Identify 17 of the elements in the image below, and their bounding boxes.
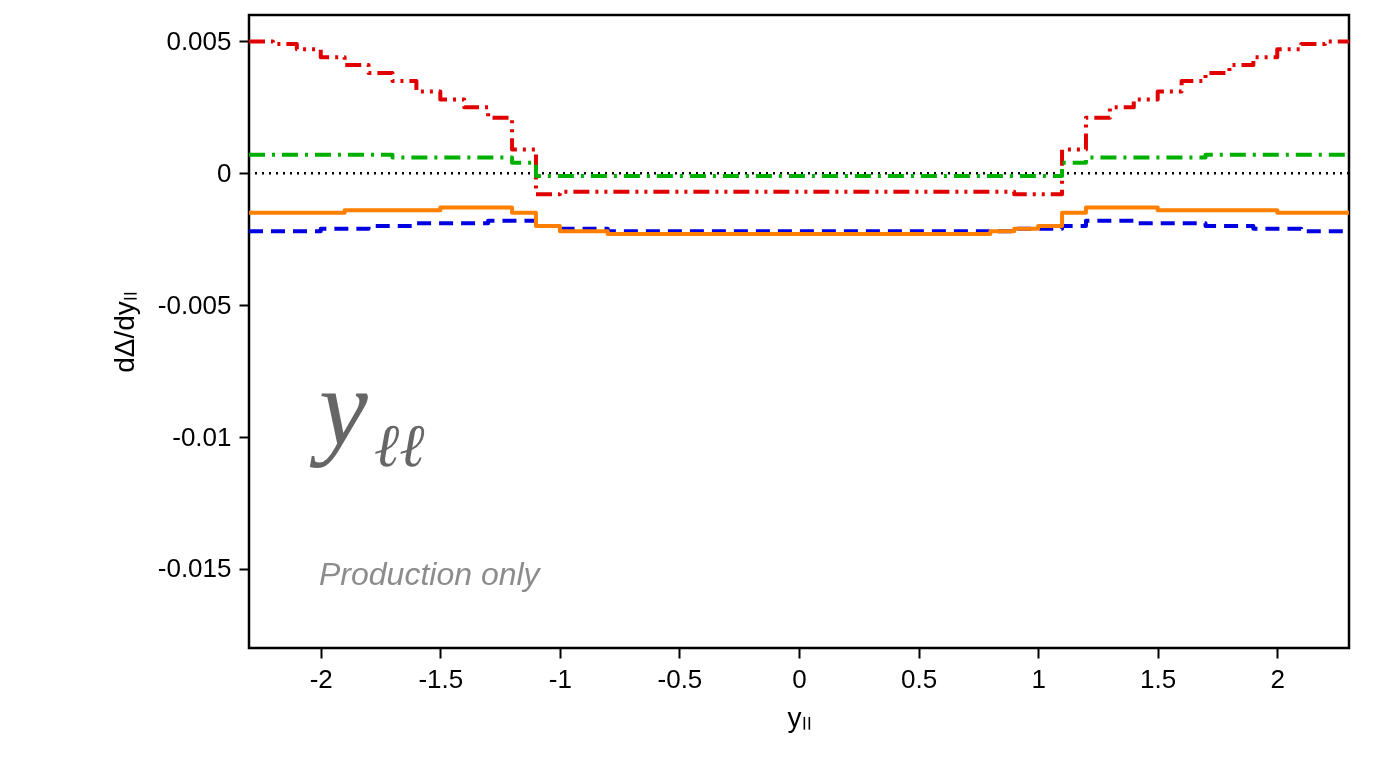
x-tick-label: 1.5: [1140, 663, 1177, 694]
y-tick-label: 0.005: [166, 25, 232, 56]
annotation: Production only: [319, 556, 542, 592]
x-tick-label: 1: [1031, 663, 1046, 694]
x-tick-label: -1.5: [418, 663, 464, 694]
x-tick-label: 0.5: [900, 663, 938, 694]
x-tick-label: 0: [792, 663, 807, 694]
y-tick-label: -0.01: [172, 421, 232, 452]
y-axis-title: dΔ/dyₗₗ: [108, 291, 140, 373]
x-tick-label: -2: [309, 663, 333, 694]
x-tick-label: -1: [548, 663, 572, 694]
x-axis-title: yₗₗ: [787, 701, 812, 733]
y-tick-label: -0.005: [157, 289, 232, 320]
y-tick-label: 0: [217, 157, 232, 188]
y-tick-label: -0.015: [157, 553, 232, 584]
x-tick-label: 2: [1270, 663, 1285, 694]
x-tick-label: -0.5: [657, 663, 703, 694]
